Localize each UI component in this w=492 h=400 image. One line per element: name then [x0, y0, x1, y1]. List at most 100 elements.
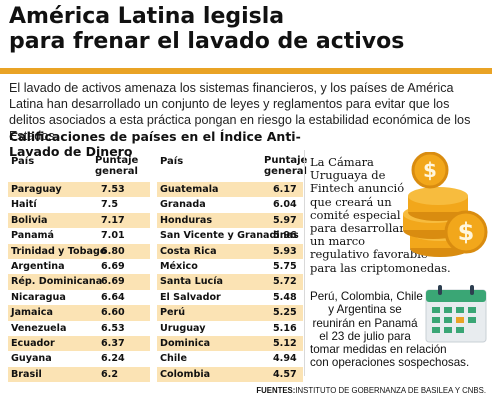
country-score: 5.75 — [273, 260, 297, 272]
col-country-header: País — [11, 156, 35, 167]
country-score: 5.97 — [273, 214, 297, 226]
country-score: 6.04 — [273, 199, 297, 211]
country-name: Honduras — [160, 214, 213, 226]
table-row: Dominica 5.12 — [157, 335, 303, 352]
table-row: Uruguay 5.16 — [157, 321, 303, 336]
country-name: Panamá — [11, 230, 55, 242]
note-line: para desarrollar — [310, 221, 405, 236]
table-row: Haití 7.5 — [8, 197, 150, 212]
country-score: 6.37 — [101, 337, 125, 349]
header: América Latina legisla para frenar el la… — [0, 0, 492, 70]
ranking-table-left: País Puntaje general Paraguay 7.53 Haití 7.… — [8, 152, 150, 383]
sources-label: FUENTES: — [256, 386, 296, 395]
country-score: 6.60 — [101, 307, 125, 319]
country-score: 7.53 — [101, 184, 125, 195]
table-row: Perú 5.25 — [157, 305, 303, 321]
country-name: Chile — [160, 353, 187, 365]
col-score-header-line-1: Puntaje — [264, 155, 308, 166]
note-line: comité especial — [310, 207, 401, 222]
table-body: Guatemala 6.17 Granada 6.04 Honduras 5.97 San … — [157, 182, 303, 383]
country-score: 7.5 — [101, 199, 118, 211]
country-name: Nicaragua — [11, 291, 66, 303]
table-row: Bolivia 7.17 — [8, 212, 150, 229]
note-panama-meeting: Perú, Colombia, Chile y Argentina se reuni… — [310, 290, 469, 370]
country-name: Rép. Dominicana — [11, 276, 103, 288]
table-row: Rép. Dominicana 6.69 — [8, 274, 150, 290]
country-score: 5.12 — [273, 337, 297, 349]
note-line: Uruguaya de — [310, 168, 386, 183]
country-name: Guatemala — [160, 184, 219, 195]
accent-rule — [0, 68, 492, 74]
table-title: Calificaciones de países en el Índice An… — [9, 129, 301, 159]
col-score-header: Puntaje general — [264, 155, 307, 177]
country-name: Santa Lucía — [160, 276, 224, 288]
country-name: Jamaica — [11, 307, 53, 319]
col-country-header: País — [160, 156, 184, 167]
note-line: para las criptomonedas. — [310, 260, 451, 275]
table-row: Nicaragua 6.64 — [8, 290, 150, 305]
country-name: Bolivia — [11, 214, 48, 226]
note-fintech: La Cámara Uruguaya de Fintech anunció que c… — [310, 155, 451, 275]
note-line: Fintech anunció — [310, 181, 405, 196]
country-score: 6.24 — [101, 353, 125, 365]
country-score: 5.16 — [273, 322, 297, 334]
country-name: Dominica — [160, 337, 211, 349]
country-name: Perú — [160, 307, 186, 319]
column-divider — [304, 150, 305, 376]
headline: América Latina legisla para frenar el la… — [9, 4, 479, 54]
table-row: Colombia 4.57 — [157, 366, 303, 383]
table-row: El Salvador 5.48 — [157, 290, 303, 305]
country-name: Brasil — [11, 368, 42, 380]
country-score: 6.80 — [101, 245, 125, 257]
table-row: Guyana 6.24 — [8, 351, 150, 366]
country-score: 5.48 — [273, 291, 297, 303]
country-score: 6.64 — [101, 291, 125, 303]
country-score: 6.17 — [273, 184, 297, 195]
col-score-header-line-2: general — [264, 166, 307, 177]
note-line: el 23 de julio para — [319, 329, 411, 343]
country-name: Ecuador — [11, 337, 55, 349]
country-score: 4.57 — [273, 368, 297, 380]
table-row: Granada 6.04 — [157, 197, 303, 212]
headline-line-1: América Latina legisla — [9, 4, 285, 29]
table-row: Santa Lucía 5.72 — [157, 274, 303, 290]
note-line: un marco — [310, 234, 366, 249]
table-row: Brasil 6.2 — [8, 366, 150, 383]
note-line: que creará un — [310, 194, 392, 209]
note-line: La Cámara — [310, 155, 374, 169]
col-score-header: Puntaje general — [95, 155, 138, 177]
ranking-table-right: País Puntaje general Guatemala 6.17 Granad… — [157, 152, 307, 383]
table-row: Guatemala 6.17 — [157, 182, 303, 198]
table-row: Chile 4.94 — [157, 351, 303, 366]
table-header: País Puntaje general — [157, 152, 307, 182]
sources-footer: FUENTES:INSTITUTO DE GOBERNANZA DE BASIL… — [250, 386, 486, 395]
country-name: Guyana — [11, 353, 52, 365]
intro-paragraph: El lavado de activos amenaza los sistema… — [9, 81, 471, 143]
coins-icon: $ $ — [403, 152, 488, 257]
headline-line-2: para frenar el lavado de activos — [9, 29, 405, 54]
table-row: Costa Rica 5.93 — [157, 243, 303, 259]
table-row: Paraguay 7.53 — [8, 182, 150, 198]
note-line: regulativo favorable — [310, 247, 428, 262]
country-name: Trinidad y Tobago — [11, 245, 107, 257]
country-name: Costa Rica — [160, 245, 217, 257]
note-line: reunirán en Panamá — [312, 316, 418, 330]
country-score: 6.69 — [101, 260, 125, 272]
table-header: País Puntaje general — [8, 152, 150, 182]
country-score: 5.93 — [273, 245, 297, 257]
table-row: Argentina 6.69 — [8, 259, 150, 274]
country-name: Venezuela — [11, 322, 67, 334]
table-body: Paraguay 7.53 Haití 7.5 Bolivia 7.17 Panamá 7.0… — [8, 182, 150, 383]
country-name: Paraguay — [11, 184, 62, 195]
table-row: Ecuador 6.37 — [8, 335, 150, 352]
country-score: 6.2 — [101, 368, 118, 380]
country-name: San Vicente y Granadinas — [160, 230, 299, 242]
country-score: 6.53 — [101, 322, 125, 334]
country-name: Colombia — [160, 368, 211, 380]
country-score: 6.69 — [101, 276, 125, 288]
calendar-icon — [425, 285, 487, 343]
svg-text:$: $ — [423, 158, 437, 182]
note-line: y Argentina se — [328, 303, 402, 317]
table-row: San Vicente y Granadinas 5.96 — [157, 228, 303, 243]
country-score: 5.25 — [273, 307, 297, 319]
